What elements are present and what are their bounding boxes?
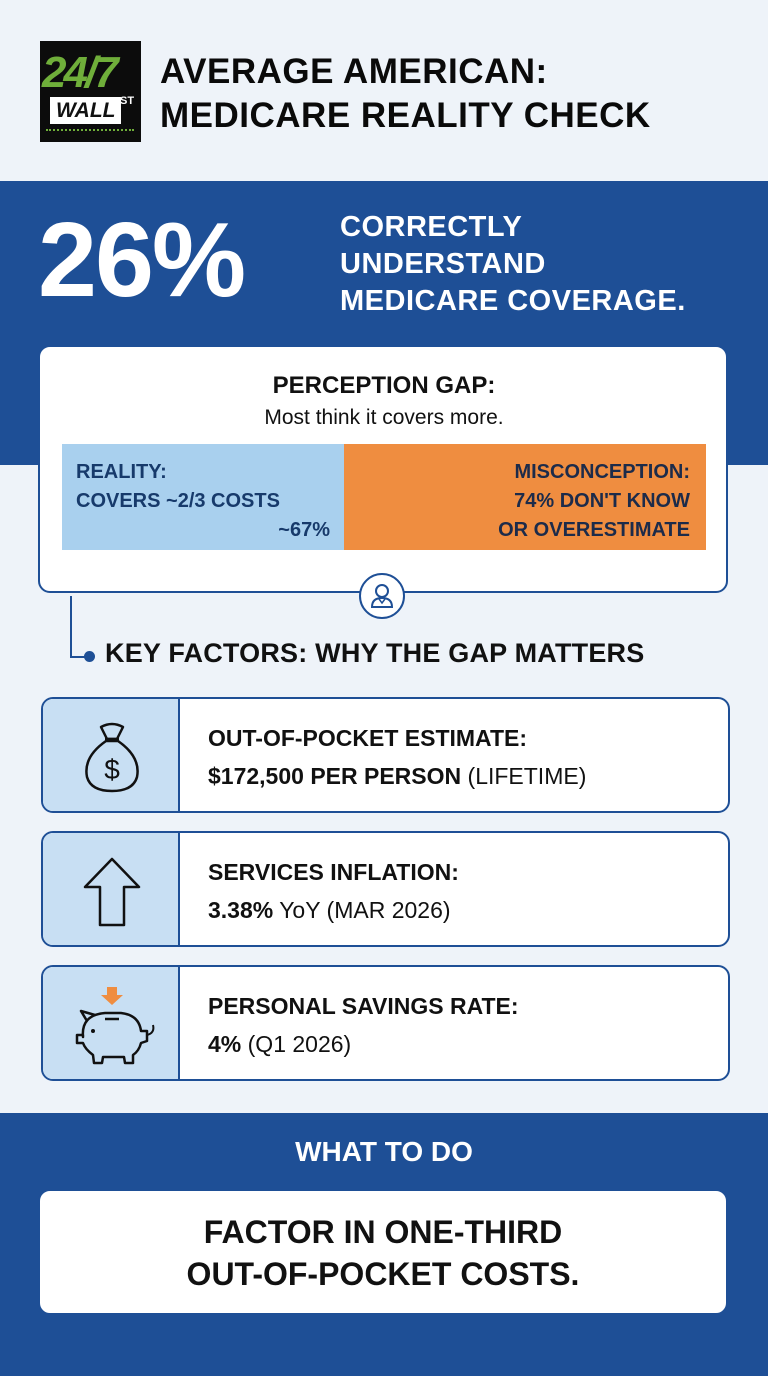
hero-line1: CORRECTLY	[340, 211, 523, 243]
factor-icon-box	[43, 967, 180, 1079]
factor-value: $172,500 PER PERSON (LIFETIME)	[208, 763, 586, 790]
what-to-do-card: FACTOR IN ONE-THIRD OUT-OF-POCKET COSTS.	[38, 1189, 728, 1315]
reality-label: REALITY:	[76, 461, 167, 483]
factor-label: PERSONAL SAVINGS RATE:	[208, 993, 519, 1019]
factor-label: OUT-OF-POCKET ESTIMATE:	[208, 725, 528, 751]
key-factors-title: KEY FACTORS: WHY THE GAP MATTERS	[105, 638, 645, 668]
person-icon	[359, 573, 405, 619]
page-title: AVERAGE AMERICAN: MEDICARE REALITY CHECK	[160, 50, 750, 138]
hero-description: CORRECTLY UNDERSTAND MEDICARE COVERAGE.	[340, 209, 686, 320]
misconception-label: MISCONCEPTION:	[514, 461, 690, 483]
factor-icon-box	[43, 833, 180, 945]
factor-icon-box: $	[43, 699, 180, 811]
logo-dots	[46, 129, 134, 134]
misconception-bar: MISCONCEPTION: 74% DON'T KNOW OR OVEREST…	[344, 444, 706, 550]
perception-title: PERCEPTION GAP:	[272, 372, 496, 399]
logo-wall-text: WALL	[50, 97, 122, 124]
misconception-line2: 74% DON'T KNOW	[514, 490, 690, 512]
connector-line-h	[70, 656, 88, 658]
misconception-line3: OR OVERESTIMATE	[498, 519, 690, 541]
factor-value-bold: $172,500 PER PERSON	[208, 763, 462, 789]
factor-label: SERVICES INFLATION:	[208, 859, 459, 885]
reality-bar: REALITY: COVERS ~2/3 COSTS ~67%	[62, 444, 344, 550]
perception-subtitle: Most think it covers more.	[264, 406, 504, 429]
what-to-do-line1: FACTOR IN ONE-THIRD	[203, 1214, 563, 1250]
page-title-line1: AVERAGE AMERICAN:	[160, 52, 548, 91]
hero-line2: UNDERSTAND	[340, 248, 546, 280]
factor-value-bold: 3.38%	[208, 897, 274, 923]
factor-card-out-of-pocket: $ OUT-OF-POCKET ESTIMATE: $172,500 PER P…	[41, 697, 730, 813]
hero-stat: 26%	[38, 201, 246, 319]
logo-247-text: 24/7	[42, 48, 119, 97]
what-to-do-line2: OUT-OF-POCKET COSTS.	[186, 1256, 580, 1292]
factor-value-rest: (LIFETIME)	[461, 763, 587, 789]
logo: 24/7 WALL ST	[40, 41, 141, 142]
page-title-line2: MEDICARE REALITY CHECK	[160, 96, 651, 135]
reality-percent: ~67%	[278, 519, 330, 541]
connector-line	[70, 596, 72, 658]
money-bag-icon: $	[85, 722, 139, 793]
piggy-bank-icon	[75, 987, 155, 1065]
factor-card-inflation: SERVICES INFLATION: 3.38% YoY (MAR 2026)	[41, 831, 730, 947]
logo-st-text: ST	[120, 95, 135, 107]
factor-value-rest: YoY (MAR 2026)	[273, 897, 451, 923]
factor-value: 4% (Q1 2026)	[208, 1031, 351, 1058]
arrow-up-icon	[83, 857, 141, 927]
bullet-dot	[84, 651, 95, 662]
what-to-do-title: WHAT TO DO	[295, 1136, 473, 1167]
svg-text:$: $	[104, 754, 120, 785]
factor-card-savings: PERSONAL SAVINGS RATE: 4% (Q1 2026)	[41, 965, 730, 1081]
factor-value-rest: (Q1 2026)	[241, 1031, 352, 1057]
reality-detail: COVERS ~2/3 COSTS	[76, 490, 280, 512]
hero-line3: MEDICARE COVERAGE.	[340, 285, 686, 317]
factor-value: 3.38% YoY (MAR 2026)	[208, 897, 451, 924]
factor-value-bold: 4%	[208, 1031, 242, 1057]
